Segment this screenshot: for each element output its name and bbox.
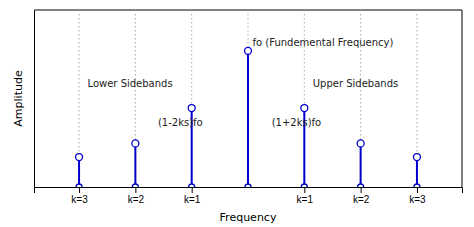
y-axis-line <box>34 11 35 188</box>
x-tick-label: k=1 <box>297 194 314 205</box>
stem-marker <box>245 47 252 54</box>
x-tick: k=2 <box>353 187 370 205</box>
x-tick-label: k=1 <box>184 194 201 205</box>
stem-base <box>301 184 307 187</box>
x-axis: k=3 k=2 k=1 k=1 k=2 k=3 <box>35 187 463 205</box>
guide-line <box>135 10 136 187</box>
x-tick-mark <box>304 187 305 193</box>
stem <box>78 157 80 187</box>
guide-line <box>248 10 249 187</box>
x-tick: k=1 <box>297 187 314 205</box>
stem <box>247 51 249 187</box>
x-tick-mark <box>192 187 193 193</box>
annotation: (1-2ks)fo <box>158 117 203 128</box>
x-axis-line <box>35 188 463 194</box>
plot: k=3 k=2 k=1 k=1 k=2 k=3 fo (Fundemental Freque… <box>34 10 463 205</box>
x-tick-label: k=2 <box>353 194 370 205</box>
x-tick-label: k=3 <box>71 194 88 205</box>
x-axis-title: Frequency <box>220 211 277 224</box>
frame-right <box>462 10 463 187</box>
stem-marker <box>76 154 83 161</box>
x-tick: k=3 <box>409 187 426 205</box>
x-tick-mark <box>135 187 136 193</box>
stem-base <box>189 184 195 187</box>
annotation: Lower Sidebands <box>88 78 173 89</box>
guide-line <box>191 10 192 187</box>
stem-marker <box>301 105 308 112</box>
stem-marker <box>188 105 195 112</box>
x-tick: k=1 <box>184 187 201 205</box>
stem-base <box>76 184 82 187</box>
stem-base <box>245 184 251 187</box>
y-axis <box>34 11 35 188</box>
marks <box>76 10 421 187</box>
annotation: (1+2ks)fo <box>272 117 322 128</box>
x-tick-mark <box>79 187 80 193</box>
y-axis-title: Amplitude <box>12 70 25 127</box>
annotation: Upper Sidebands <box>313 78 398 89</box>
stem <box>416 157 418 187</box>
stem-base <box>358 184 364 187</box>
stem <box>360 143 362 187</box>
x-tick-mark <box>361 187 362 193</box>
stem-base <box>414 184 420 187</box>
x-tick-mark <box>417 187 418 193</box>
stem-base <box>132 184 138 187</box>
x-tick: k=2 <box>128 187 145 205</box>
stem-marker <box>132 140 139 147</box>
chart: k=3 k=2 k=1 k=1 k=2 k=3 fo (Fundemental Freque… <box>0 0 474 227</box>
stem-marker <box>413 154 420 161</box>
x-tick: k=3 <box>71 187 88 205</box>
x-tick-label: k=3 <box>409 194 426 205</box>
x-tick-label: k=2 <box>128 194 145 205</box>
annotation: fo (Fundemental Frequency) <box>253 37 394 48</box>
stem-marker <box>357 140 364 147</box>
stem <box>134 143 136 187</box>
